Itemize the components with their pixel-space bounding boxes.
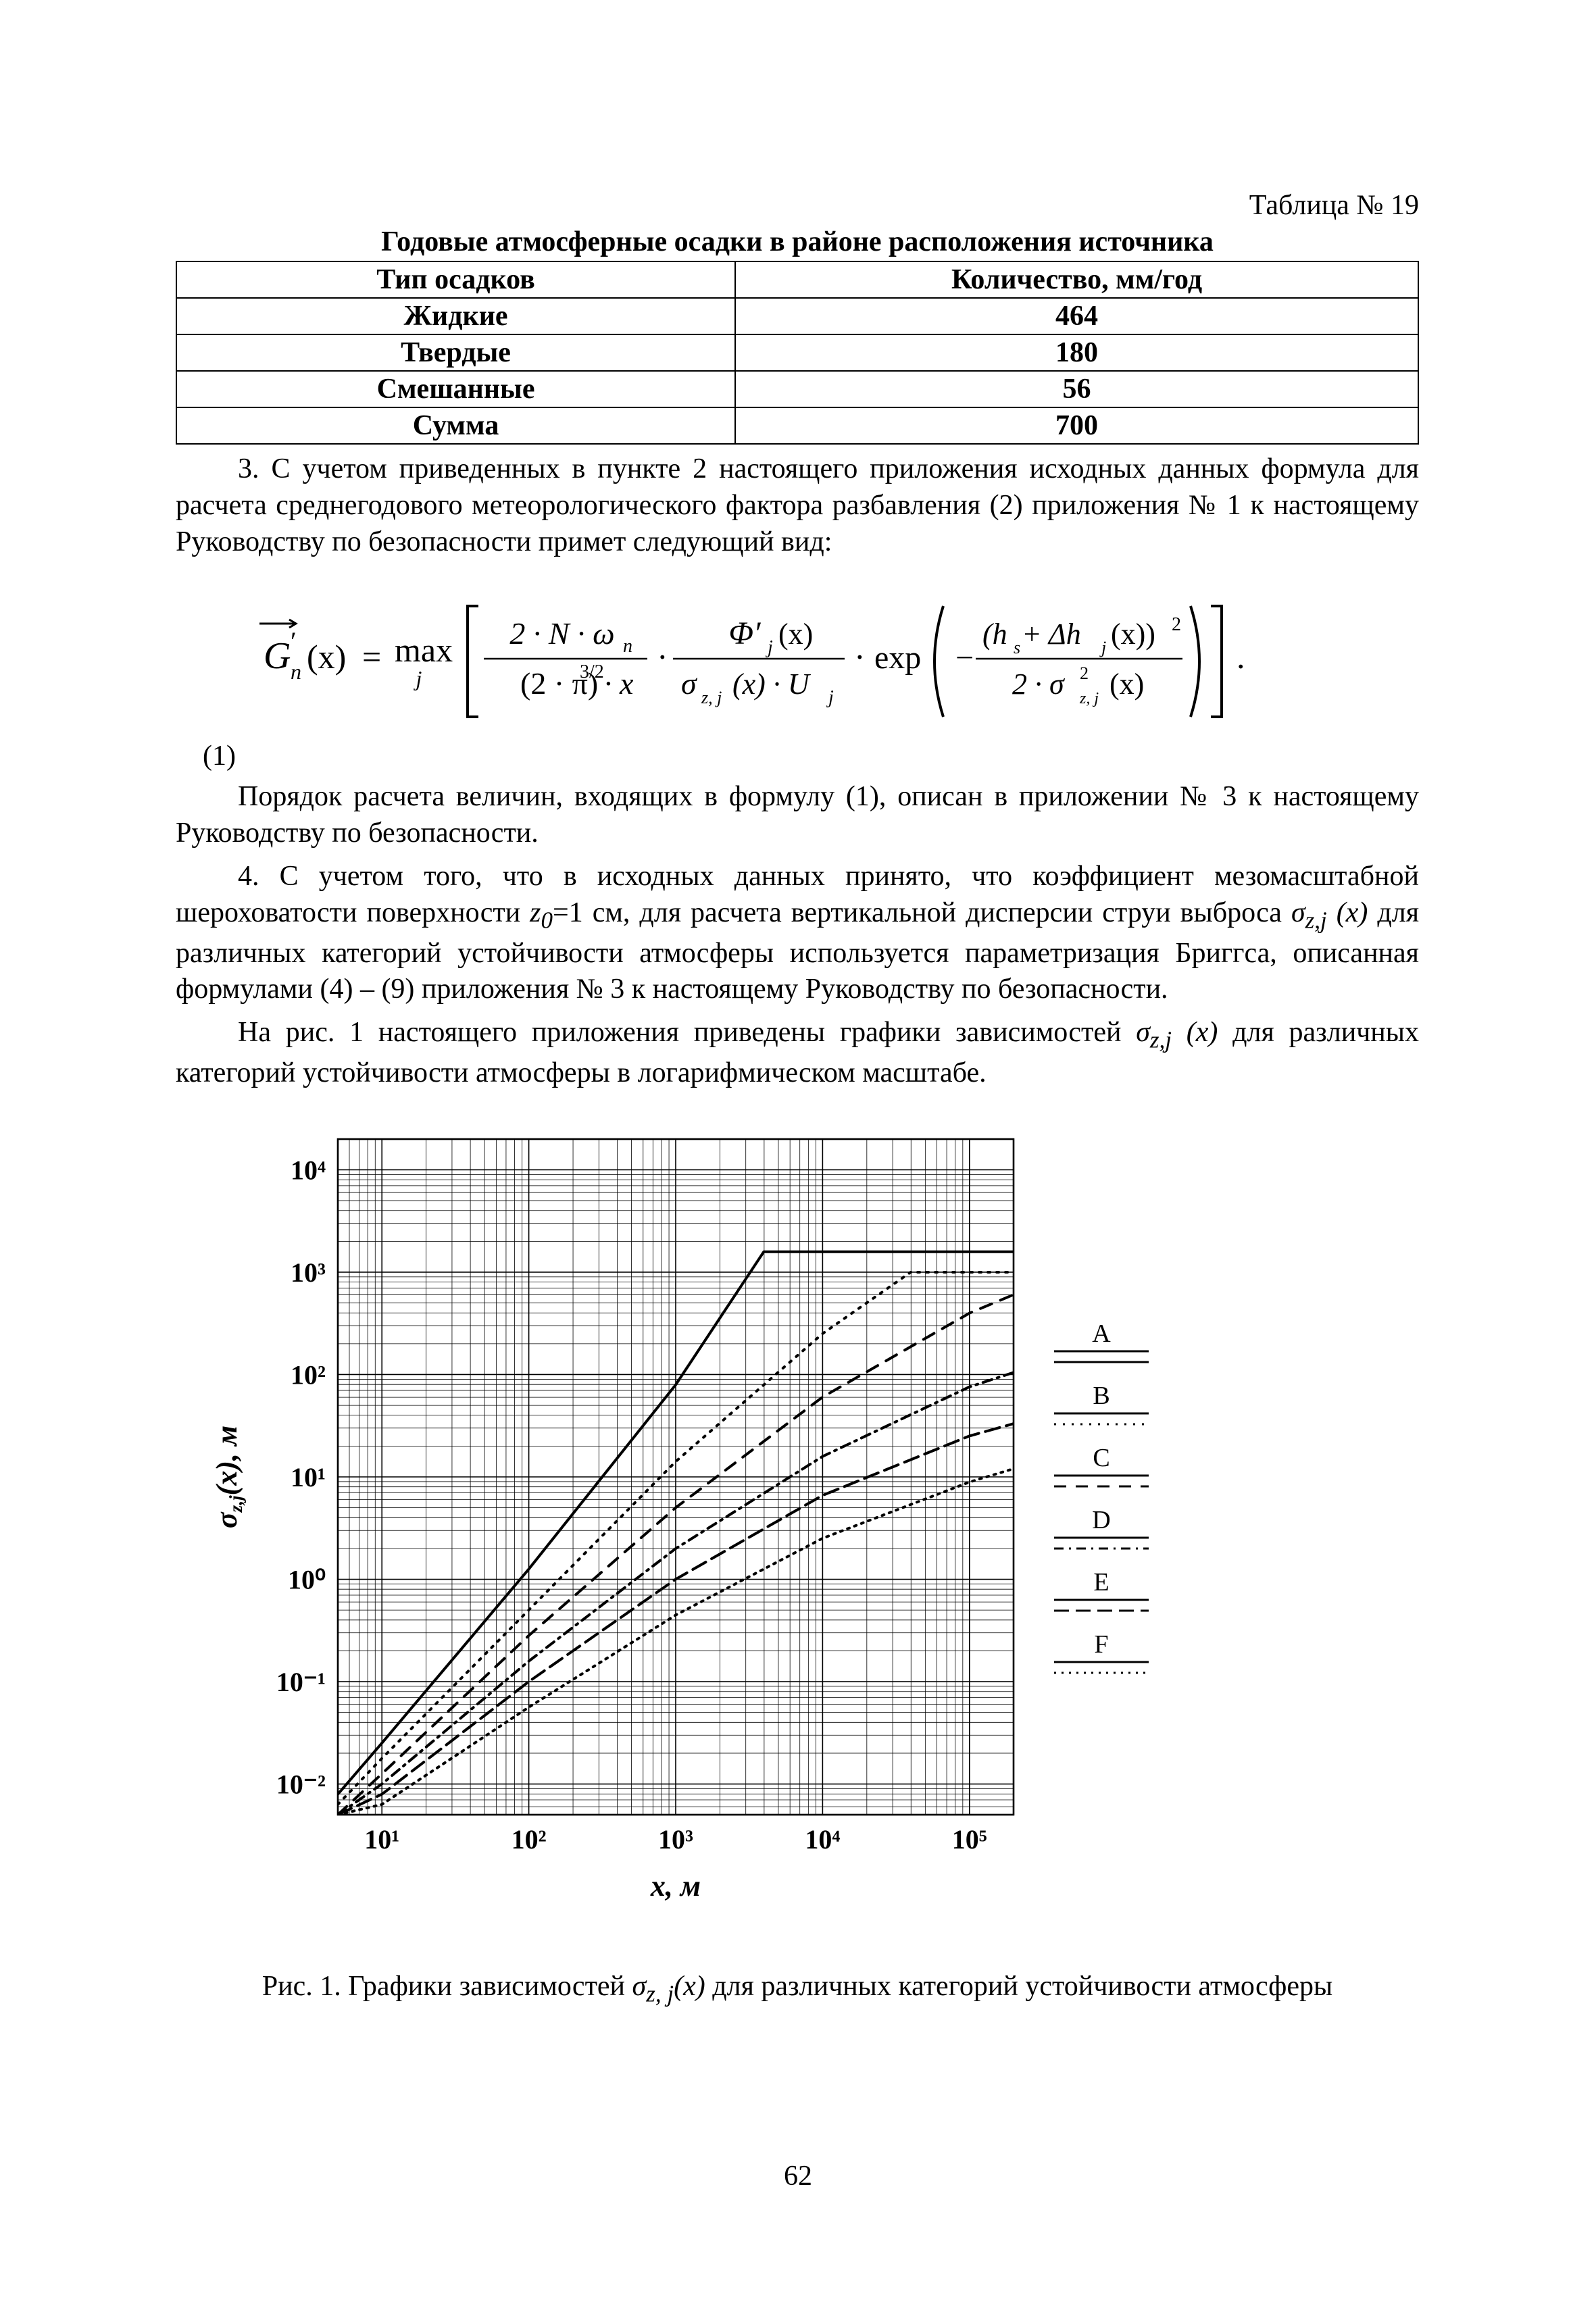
svg-text:10³: 10³ <box>658 1824 693 1855</box>
svg-text:(x): (x) <box>778 618 813 651</box>
svg-text:2: 2 <box>1172 614 1181 635</box>
svg-text:10²: 10² <box>291 1360 326 1390</box>
formula-1: G′n(x)=maxj2 · N · ωn(2 · π)3/2 · x·Φ′j(… <box>176 586 1419 728</box>
svg-text:.: . <box>1237 638 1245 676</box>
svg-text:A: A <box>1092 1319 1111 1348</box>
figcap-sigma: σz, j(x) <box>632 1971 705 2002</box>
svg-text:s: s <box>1014 638 1020 657</box>
para4-sigma: σz,j (x) <box>1291 897 1368 928</box>
figure-caption: Рис. 1. Графики зависимостей σz, j(x) дл… <box>176 1970 1419 2007</box>
table-row: Жидкие464 <box>176 298 1418 334</box>
svg-text:· x: · x <box>604 666 634 701</box>
table-header-row: Тип осадков Количество, мм/год <box>176 261 1418 298</box>
svg-text:(x)): (x)) <box>1111 618 1155 651</box>
formula-svg: G′n(x)=maxj2 · N · ωn(2 · π)3/2 · x·Φ′j(… <box>230 586 1365 728</box>
svg-text:j: j <box>414 666 422 690</box>
svg-text:max: max <box>395 631 453 669</box>
svg-text:·: · <box>854 638 866 676</box>
svg-text:C: C <box>1093 1444 1109 1472</box>
svg-text:z, j: z, j <box>701 688 722 707</box>
svg-text:′: ′ <box>291 626 297 657</box>
eqno-text: (1) <box>203 740 236 772</box>
svg-text:n: n <box>291 659 301 684</box>
svg-text:B: B <box>1093 1382 1109 1410</box>
svg-text:10²: 10² <box>512 1824 547 1855</box>
table-caption: Годовые атмосферные осадки в районе расп… <box>176 226 1419 258</box>
table-cell: Жидкие <box>176 298 735 334</box>
svg-text:G: G <box>264 635 291 677</box>
svg-text:j: j <box>1099 638 1106 657</box>
page-number: 62 <box>0 2160 1596 2192</box>
table-cell: Твердые <box>176 334 735 371</box>
table-cell: Смешанные <box>176 371 735 407</box>
svg-text:·: · <box>657 638 668 676</box>
para-order-text: Порядок расчета величин, входящих в форм… <box>176 781 1419 849</box>
svg-text:(x): (x) <box>1109 668 1144 701</box>
para4-b: =1 см, для расчета вертикальной дисперси… <box>553 897 1291 928</box>
svg-text:E: E <box>1093 1568 1109 1596</box>
svg-text:exp: exp <box>874 640 921 676</box>
table-cell: 700 <box>735 407 1418 444</box>
svg-text:n: n <box>623 636 632 657</box>
table-cell: 56 <box>735 371 1418 407</box>
svg-text:10⁴: 10⁴ <box>805 1824 840 1855</box>
svg-text:10¹: 10¹ <box>364 1824 399 1855</box>
para4-z0: z0 <box>530 897 553 928</box>
svg-text:(h: (h <box>982 618 1007 651</box>
paragraph-5: На рис. 1 настоящего приложения приведен… <box>176 1015 1419 1092</box>
svg-text:10⁴: 10⁴ <box>291 1155 326 1186</box>
svg-text:+ Δh: + Δh <box>1022 618 1081 651</box>
figcap-a: Рис. 1. Графики зависимостей <box>262 1971 632 2002</box>
table-cell: 180 <box>735 334 1418 371</box>
svg-text:j: j <box>766 637 773 658</box>
svg-text:2 · σ: 2 · σ <box>1012 668 1066 701</box>
equation-number: (1) <box>203 740 1419 772</box>
svg-text:(x): (x) <box>307 638 346 676</box>
table-row: Сумма700 <box>176 407 1418 444</box>
svg-text:10⁰: 10⁰ <box>288 1565 326 1595</box>
svg-text:3/2: 3/2 <box>580 661 604 682</box>
table-row: Твердые180 <box>176 334 1418 371</box>
paragraph-4: 4. С учетом того, что в исходных данных … <box>176 859 1419 1008</box>
svg-text:D: D <box>1092 1506 1110 1534</box>
svg-text:j: j <box>826 687 834 708</box>
figcap-b: для различных категорий устойчивости атм… <box>705 1971 1332 2002</box>
svg-text:10¹: 10¹ <box>291 1462 326 1492</box>
svg-text:=: = <box>362 638 381 676</box>
paragraph-3: 3. С учетом приведенных в пункте 2 насто… <box>176 451 1419 560</box>
para3-text: 3. С учетом приведенных в пункте 2 насто… <box>176 453 1419 557</box>
svg-text:10⁵: 10⁵ <box>952 1824 987 1855</box>
page-content: Таблица № 19 Годовые атмосферные осадки … <box>176 189 1419 2008</box>
chart-svg: 10¹ 10² 10³ 10⁴ 10⁵ 10⁻² 10⁻¹ 10⁰ 10¹ 10² 10³ 10⁴ x,… <box>176 1112 1257 1936</box>
svg-text:z, j: z, j <box>1079 690 1099 707</box>
col-header-amount: Количество, мм/год <box>735 261 1418 298</box>
table-row: Смешанные56 <box>176 371 1418 407</box>
svg-text:−: − <box>955 640 974 676</box>
svg-text:F: F <box>1094 1630 1108 1659</box>
svg-text:2 · N · ω: 2 · N · ω <box>509 616 614 651</box>
figure-1: 10¹ 10² 10³ 10⁴ 10⁵ 10⁻² 10⁻¹ 10⁰ 10¹ 10² 10³ 10⁴ x,… <box>176 1112 1257 1936</box>
table-cell: 464 <box>735 298 1418 334</box>
svg-text:10⁻²: 10⁻² <box>276 1769 326 1800</box>
precipitation-table: Тип осадков Количество, мм/год Жидкие464… <box>176 261 1419 445</box>
col-header-type: Тип осадков <box>176 261 735 298</box>
svg-text:10³: 10³ <box>291 1257 326 1288</box>
table-number: Таблица № 19 <box>176 189 1419 222</box>
svg-text:Φ′: Φ′ <box>728 615 762 651</box>
svg-text:10⁻¹: 10⁻¹ <box>276 1667 326 1697</box>
svg-text:x, м: x, м <box>650 1869 701 1903</box>
para5-a: На рис. 1 настоящего приложения приведен… <box>238 1017 1136 1048</box>
svg-text:σz,j(x), м: σz,j(x), м <box>210 1426 246 1528</box>
para5-sigma: σz,j (x) <box>1136 1017 1218 1048</box>
svg-text:(x) · U: (x) · U <box>732 668 812 701</box>
paragraph-after-formula: Порядок расчета величин, входящих в форм… <box>176 779 1419 852</box>
svg-text:2: 2 <box>1080 663 1089 683</box>
svg-text:σ: σ <box>681 666 698 701</box>
table-cell: Сумма <box>176 407 735 444</box>
